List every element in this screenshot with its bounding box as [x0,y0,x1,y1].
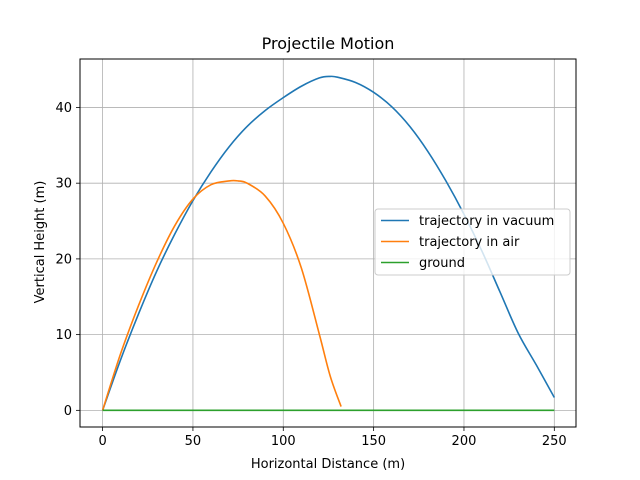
legend-entry: trajectory in air [419,235,520,250]
x-tick-label: 200 [452,434,477,449]
chart-title: Projectile Motion [262,34,395,53]
series-line-2 [101,179,342,411]
y-axis-label: Vertical Height (m) [33,181,48,304]
x-tick-label: 50 [185,434,202,449]
x-tick-label: 250 [542,434,567,449]
y-tick-label: 20 [55,252,72,267]
x-tick-label: 0 [98,434,106,449]
legend-box [374,208,571,276]
y-tick-label: 30 [55,177,72,192]
legend-entry: trajectory in vacuum [419,214,554,229]
y-tick-label: 10 [55,328,72,343]
legend-entry: ground [419,256,465,271]
y-tick-label: 40 [55,101,72,116]
axis-ticks: 0 50 100 150 200 250 0 10 20 30 40 [55,101,566,449]
x-tick-label: 100 [271,434,296,449]
legend: trajectory in vacuum trajectory in air gro… [374,208,571,276]
plot-frame [79,58,577,428]
x-tick-label: 150 [361,434,386,449]
y-tick-label: 0 [64,404,72,419]
x-axis-label: Horizontal Distance (m) [251,457,405,472]
